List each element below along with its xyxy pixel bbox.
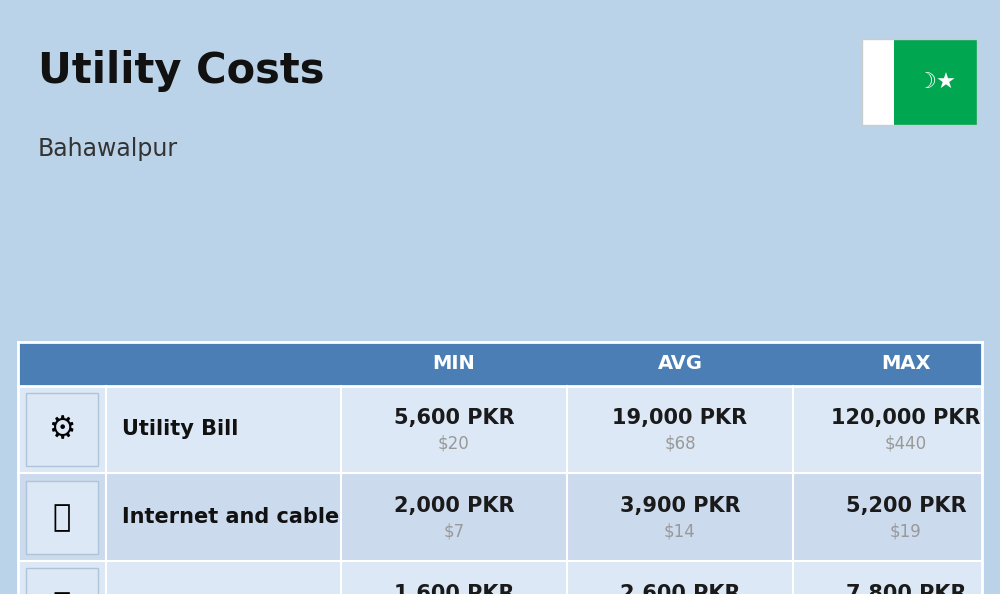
Bar: [26, 393, 98, 466]
Text: $68: $68: [664, 435, 696, 453]
Text: $7: $7: [443, 523, 465, 541]
Text: MAX: MAX: [881, 354, 931, 373]
Bar: [18, 473, 982, 561]
Text: ☽★: ☽★: [916, 72, 956, 91]
Text: Utility Costs: Utility Costs: [38, 50, 324, 93]
Text: $440: $440: [885, 435, 927, 453]
Text: 📶: 📶: [53, 503, 71, 532]
Text: 19,000 PKR: 19,000 PKR: [612, 408, 748, 428]
Text: 2,600 PKR: 2,600 PKR: [620, 584, 740, 594]
Bar: [26, 568, 98, 594]
Text: 5,200 PKR: 5,200 PKR: [846, 496, 966, 516]
Bar: [862, 39, 977, 125]
Text: 7,800 PKR: 7,800 PKR: [846, 584, 966, 594]
Text: Bahawalpur: Bahawalpur: [38, 137, 178, 160]
Text: Utility Bill: Utility Bill: [122, 419, 239, 440]
Text: 3,900 PKR: 3,900 PKR: [620, 496, 740, 516]
Text: 2,000 PKR: 2,000 PKR: [394, 496, 514, 516]
Bar: [26, 481, 98, 554]
Bar: [862, 39, 894, 125]
Text: $19: $19: [890, 523, 922, 541]
Bar: [18, 342, 982, 386]
Text: 1,600 PKR: 1,600 PKR: [394, 584, 514, 594]
Text: ⚙: ⚙: [48, 415, 76, 444]
Text: MIN: MIN: [433, 354, 475, 373]
Text: 📱: 📱: [53, 591, 71, 594]
Text: $20: $20: [438, 435, 470, 453]
Bar: [18, 386, 982, 473]
Bar: [18, 561, 982, 594]
Text: AVG: AVG: [657, 354, 702, 373]
Text: $14: $14: [664, 523, 696, 541]
Text: 120,000 PKR: 120,000 PKR: [831, 408, 981, 428]
Text: Internet and cable: Internet and cable: [122, 507, 340, 527]
Text: 5,600 PKR: 5,600 PKR: [394, 408, 514, 428]
Bar: [894, 39, 977, 125]
